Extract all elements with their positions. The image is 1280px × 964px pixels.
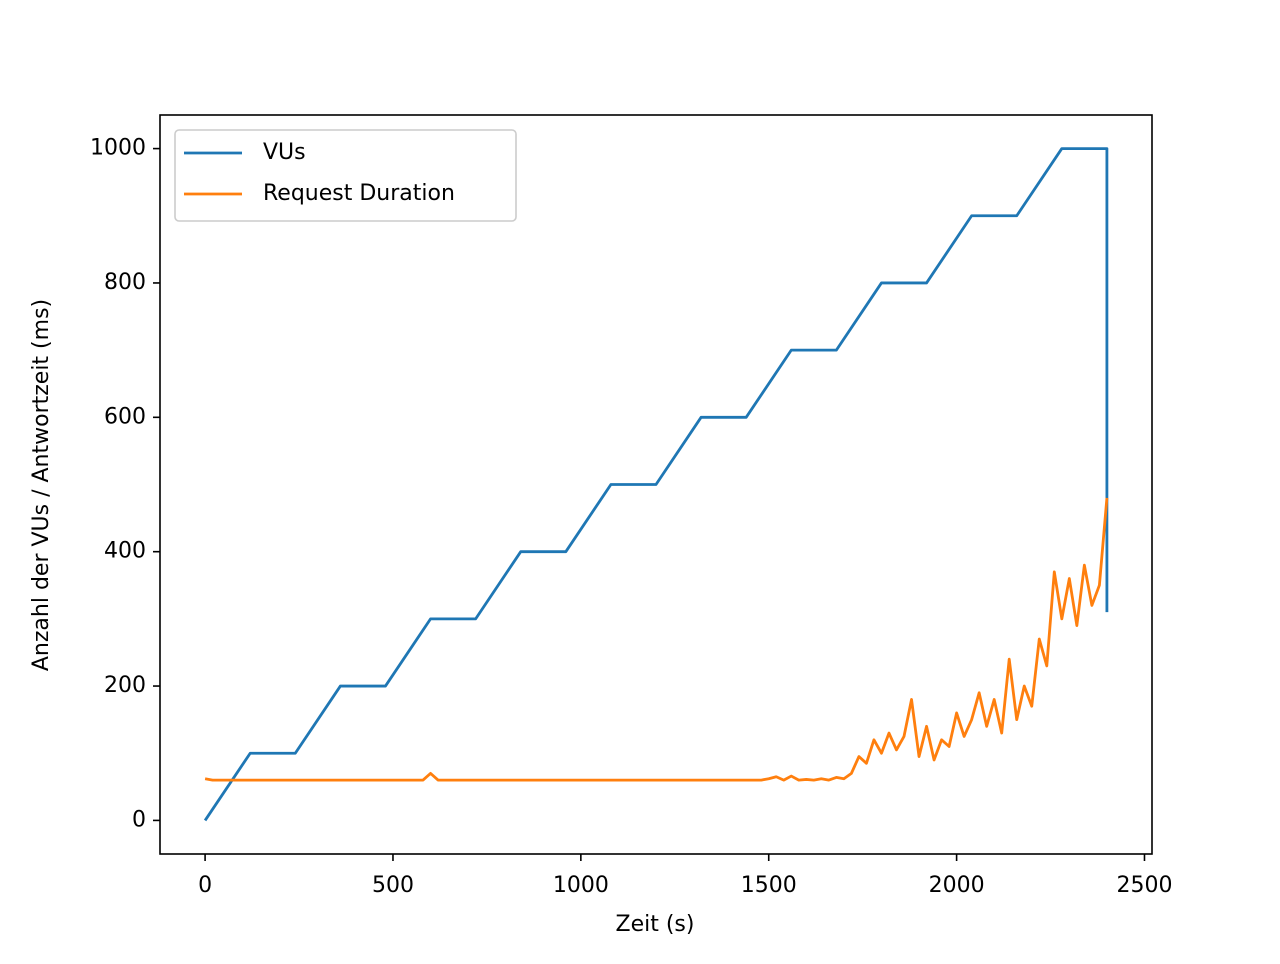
data-line [203, 147, 1109, 822]
x-tick-label: 2500 [1116, 873, 1172, 898]
y-tick-label: 400 [104, 539, 146, 564]
x-tick-label: 1000 [553, 873, 609, 898]
x-tick-label: 500 [372, 873, 414, 898]
y-axis-label: Anzahl der VUs / Antwortzeit (ms) [29, 299, 54, 671]
data-line [204, 497, 1109, 782]
legend-label: VUs [263, 140, 306, 165]
legend-box [174, 129, 517, 222]
x-tick-label: 1500 [741, 873, 797, 898]
legend: VUs Request Duration [174, 129, 517, 222]
y-tick-label: 800 [104, 270, 146, 295]
x-tick-label: 0 [198, 873, 212, 898]
x-axis-label: Zeit (s) [616, 912, 695, 937]
y-tick-label: 1000 [90, 136, 146, 161]
legend-label: Request Duration [263, 181, 455, 206]
y-tick-label: 200 [104, 673, 146, 698]
plot-frame [159, 114, 1153, 855]
y-tick-label: 0 [132, 807, 146, 832]
y-tick-label: 600 [104, 404, 146, 429]
x-tick-label: 2000 [929, 873, 985, 898]
